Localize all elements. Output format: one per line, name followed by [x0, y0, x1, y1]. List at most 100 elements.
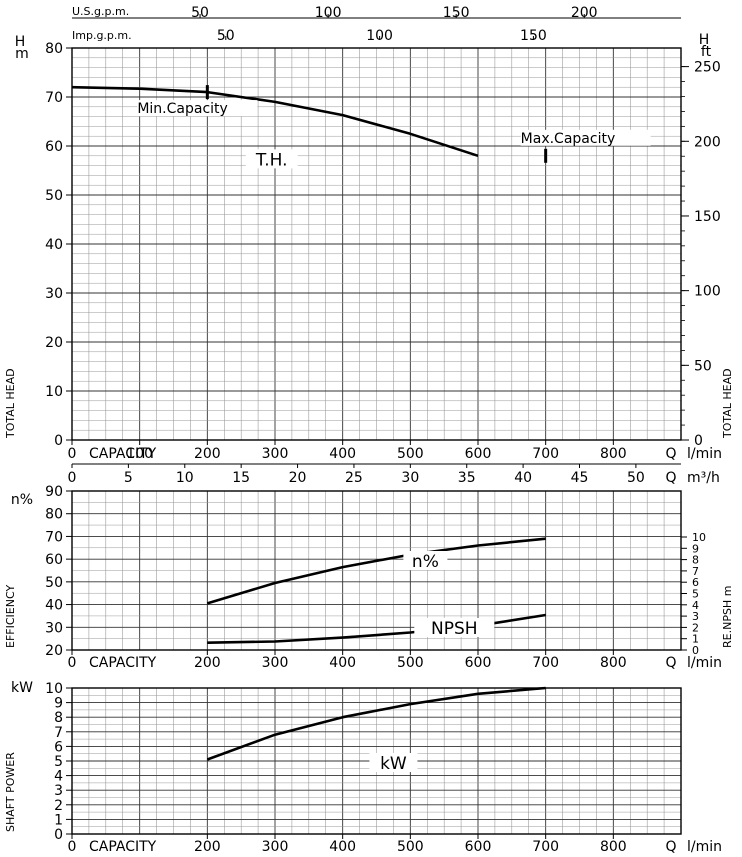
- y2-tick-label-0: 0: [694, 433, 703, 449]
- x-tick-label-600: 600: [465, 446, 492, 462]
- x-unit-label: l/min: [687, 446, 722, 462]
- x-tick-label-200: 200: [194, 839, 221, 855]
- x-unit-label: l/min: [687, 655, 722, 671]
- y-tick-label-70: 70: [45, 90, 63, 106]
- x-tick-label-700: 700: [532, 655, 559, 671]
- x-tick-label-700: 700: [532, 446, 559, 462]
- npsh-tick-label-8: 8: [692, 554, 699, 567]
- usgpm-tick-50: 50: [191, 5, 209, 21]
- left-unit-bottom: m: [15, 46, 29, 62]
- shaft-power-curve: [206, 686, 546, 761]
- y-tick-label-10: 10: [45, 384, 63, 400]
- kw-label: kW: [380, 754, 407, 774]
- m3h-tick-label-10: 10: [176, 470, 194, 486]
- kw-y-tick-label-2: 2: [54, 798, 63, 814]
- npsh-tick-label-4: 4: [692, 599, 699, 612]
- y-tick-label-30: 30: [45, 286, 63, 302]
- x-tick-label-600: 600: [465, 839, 492, 855]
- x-axis-label: CAPACITY: [89, 655, 157, 671]
- y2-tick-label-200: 200: [694, 134, 721, 150]
- grid: [71, 490, 682, 651]
- min-capacity-label-bg: [137, 100, 258, 117]
- th-curve: [71, 85, 479, 158]
- eff-y-tick-label-80: 80: [45, 507, 63, 523]
- kw-y-tick-label-3: 3: [54, 783, 63, 799]
- m3h-tick-label-25: 25: [345, 470, 363, 486]
- kw-y-tick-label-1: 1: [54, 812, 63, 828]
- m3h-tick-label-45: 45: [571, 470, 589, 486]
- kw-unit-label: kW: [11, 680, 33, 696]
- x-axis-label: CAPACITY: [89, 446, 157, 462]
- y-tick-label-20: 20: [45, 335, 63, 351]
- kw-y-tick-label-4: 4: [54, 769, 63, 785]
- kw-y-tick-label-5: 5: [54, 754, 63, 770]
- x-tick-label-800: 800: [600, 446, 627, 462]
- x-q-label: Q: [665, 655, 676, 671]
- m3h-tick-label-5: 5: [124, 470, 133, 486]
- x-tick-label-300: 300: [262, 839, 289, 855]
- efficiency-label: n%: [412, 552, 439, 572]
- x-tick-label-800: 800: [600, 655, 627, 671]
- y-tick-label-80: 80: [45, 41, 63, 57]
- impgpm-tick-100: 100: [366, 28, 393, 44]
- left-unit-top: H: [15, 34, 26, 50]
- min-capacity-label: Min.Capacity: [137, 101, 227, 117]
- y2-tick-label-50: 50: [694, 358, 712, 374]
- npsh-tick-label-6: 6: [692, 576, 699, 589]
- eff-unit-label: n%: [11, 492, 33, 508]
- x-unit-label: l/min: [687, 839, 722, 855]
- npsh-tick-label-10: 10: [692, 531, 706, 544]
- th-label: T.H.: [255, 150, 288, 170]
- eff-y-tick-label-60: 60: [45, 552, 63, 568]
- m3h-tick-label-30: 30: [401, 470, 419, 486]
- max-capacity-label: Max.Capacity: [521, 131, 616, 147]
- x-q-label: Q: [665, 839, 676, 855]
- impgpm-label: Imp.g.p.m.: [72, 29, 132, 42]
- y-tick-label-60: 60: [45, 139, 63, 155]
- eff-y-tick-label-30: 30: [45, 620, 63, 636]
- eff-y-tick-label-90: 90: [45, 484, 63, 500]
- right-unit-top: H: [699, 32, 710, 48]
- kw-label-bg: [369, 753, 418, 772]
- npsh-label-bg: [414, 618, 495, 637]
- x-tick-label-0: 0: [68, 655, 77, 671]
- eff-y-tick-label-40: 40: [45, 598, 63, 614]
- m3h-tick-label-40: 40: [514, 470, 532, 486]
- y-tick-label-50: 50: [45, 188, 63, 204]
- m3h-tick-label-50: 50: [627, 470, 645, 486]
- kw-y-tick-label-7: 7: [54, 725, 63, 741]
- x-axis-label: CAPACITY: [89, 839, 157, 855]
- npsh-tick-label-1: 1: [692, 633, 699, 646]
- eff-y-tick-label-50: 50: [45, 575, 63, 591]
- y-tick-label-40: 40: [45, 237, 63, 253]
- m3h-unit-label: m³/h: [687, 470, 720, 486]
- usgpm-tick-100: 100: [315, 5, 342, 21]
- x-tick-label-100: 100: [126, 446, 153, 462]
- npsh-axis-label: RE.NPSH m: [721, 586, 734, 648]
- th-label-bg: [245, 149, 298, 169]
- x-tick-label-200: 200: [194, 655, 221, 671]
- npsh-tick-label-2: 2: [692, 621, 699, 634]
- x-tick-label-400: 400: [329, 446, 356, 462]
- m3h-tick-label-15: 15: [232, 470, 250, 486]
- m3h-tick-label-35: 35: [458, 470, 476, 486]
- x-tick-label-400: 400: [329, 839, 356, 855]
- usgpm-tick-200: 200: [571, 5, 598, 21]
- x-tick-label-500: 500: [397, 655, 424, 671]
- npsh-tick-label-0: 0: [692, 644, 699, 657]
- eff-y-tick-label-20: 20: [45, 643, 63, 659]
- impgpm-tick-150: 150: [520, 28, 547, 44]
- usgpm-tick-150: 150: [443, 5, 470, 21]
- x-tick-label-300: 300: [262, 655, 289, 671]
- x-tick-label-800: 800: [600, 839, 627, 855]
- npsh-tick-label-7: 7: [692, 565, 699, 578]
- npsh-tick-label-3: 3: [692, 610, 699, 623]
- x-tick-label-700: 700: [532, 839, 559, 855]
- right-unit-bottom: ft: [701, 44, 712, 60]
- y-tick-label-0: 0: [54, 433, 63, 449]
- x-tick-label-200: 200: [194, 446, 221, 462]
- y-axis-label: TOTAL HEAD: [4, 368, 17, 439]
- x-tick-label-0: 0: [68, 839, 77, 855]
- impgpm-tick-50: 50: [217, 28, 235, 44]
